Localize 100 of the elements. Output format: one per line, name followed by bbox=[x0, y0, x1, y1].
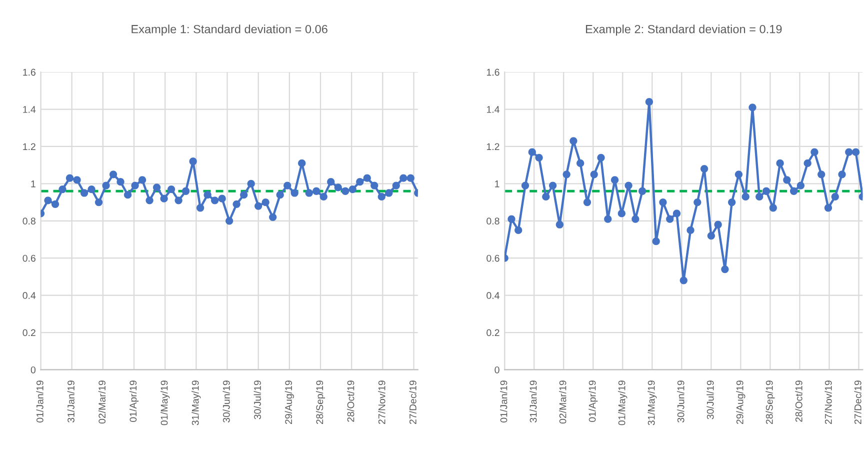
point bbox=[290, 189, 298, 197]
point bbox=[583, 198, 592, 206]
point bbox=[576, 159, 584, 168]
point bbox=[392, 182, 400, 190]
y-tick-label: 1 bbox=[31, 180, 36, 188]
point bbox=[284, 182, 292, 190]
x-tick-label: 01/Jan/19 bbox=[36, 380, 44, 422]
point bbox=[66, 174, 74, 182]
x-tick-label: 01/Apr/19 bbox=[588, 380, 598, 422]
point bbox=[852, 148, 860, 156]
point bbox=[734, 170, 743, 178]
x-tick-label: 01/May/19 bbox=[160, 380, 170, 426]
point bbox=[548, 182, 557, 190]
y-tick-label: 0.6 bbox=[486, 254, 500, 262]
point bbox=[320, 192, 328, 201]
point bbox=[818, 170, 826, 178]
point bbox=[632, 215, 640, 223]
point bbox=[378, 192, 386, 201]
point bbox=[838, 170, 846, 178]
x-tick-label: 28/Sep/19 bbox=[766, 380, 775, 424]
y-tick-label: 0.2 bbox=[486, 329, 500, 336]
x-tick-label: 30/Jul/19 bbox=[254, 380, 261, 420]
y-tick-label: 1.6 bbox=[486, 68, 500, 76]
x-tick-label: 29/Aug/19 bbox=[284, 380, 294, 424]
x-tick-label: 28/Oct/19 bbox=[795, 380, 802, 422]
point bbox=[666, 215, 674, 223]
point bbox=[748, 104, 756, 112]
y-tick-label: 0.8 bbox=[22, 218, 36, 225]
point bbox=[769, 204, 777, 212]
point bbox=[783, 176, 791, 184]
point bbox=[714, 220, 722, 228]
point bbox=[305, 189, 313, 197]
point bbox=[762, 187, 770, 195]
point bbox=[624, 182, 632, 190]
x-tick-label: 27/Dec/19 bbox=[854, 380, 862, 424]
point bbox=[356, 178, 364, 186]
point bbox=[700, 164, 708, 173]
point bbox=[604, 215, 612, 223]
x-tick-label: 31/Jan/19 bbox=[67, 380, 74, 422]
point bbox=[672, 210, 681, 218]
y-tick-label: 1.2 bbox=[486, 143, 500, 150]
point bbox=[728, 198, 736, 206]
point bbox=[182, 187, 190, 195]
point bbox=[254, 202, 262, 210]
point bbox=[562, 170, 570, 178]
point bbox=[514, 226, 522, 234]
point bbox=[124, 191, 132, 199]
x-tick-label: 28/Sep/19 bbox=[316, 380, 326, 424]
y-tick-label: 0 bbox=[30, 366, 36, 374]
point bbox=[590, 170, 598, 178]
point bbox=[276, 191, 284, 199]
y-tick-label: 0.8 bbox=[486, 218, 500, 225]
point bbox=[94, 198, 103, 206]
point bbox=[652, 238, 660, 246]
point bbox=[528, 148, 536, 156]
point bbox=[269, 213, 277, 221]
point bbox=[542, 192, 550, 201]
y-tick-label: 1.2 bbox=[23, 143, 36, 150]
x-tick-label: 01/May/19 bbox=[618, 380, 628, 426]
point bbox=[102, 182, 110, 190]
point bbox=[131, 182, 139, 190]
x-tick-label: 31/Jan/19 bbox=[530, 380, 537, 422]
point bbox=[152, 184, 161, 192]
x-tick-label: 02/Mar/19 bbox=[98, 380, 106, 424]
point bbox=[363, 174, 371, 182]
point bbox=[610, 176, 619, 184]
point bbox=[138, 176, 146, 184]
point bbox=[618, 210, 626, 218]
point bbox=[73, 176, 81, 184]
point bbox=[116, 178, 124, 186]
point bbox=[831, 192, 839, 201]
point bbox=[707, 232, 715, 240]
x-tick-label: 30/Jun/19 bbox=[222, 380, 230, 422]
point bbox=[196, 204, 204, 212]
point bbox=[370, 182, 378, 190]
point bbox=[218, 194, 226, 202]
y-tick-label: 0.4 bbox=[22, 292, 36, 299]
point bbox=[659, 198, 667, 206]
point bbox=[334, 184, 342, 192]
point bbox=[824, 204, 832, 212]
point bbox=[210, 196, 219, 204]
y-tick-label: 0.4 bbox=[486, 292, 500, 299]
point bbox=[385, 189, 393, 197]
point bbox=[686, 226, 694, 234]
y-tick-label: 0 bbox=[494, 366, 500, 374]
point bbox=[247, 180, 255, 188]
point bbox=[51, 200, 60, 208]
point bbox=[327, 178, 335, 186]
point bbox=[88, 185, 96, 194]
x-tick-label: 31/May/19 bbox=[648, 380, 657, 426]
point bbox=[167, 185, 176, 194]
point bbox=[204, 191, 212, 199]
point bbox=[521, 182, 530, 190]
point bbox=[570, 137, 578, 145]
point bbox=[146, 196, 154, 204]
x-tick-label: 02/Mar/19 bbox=[559, 380, 566, 424]
point bbox=[109, 170, 118, 178]
x-tick-label: 27/Dec/19 bbox=[409, 380, 416, 424]
x-tick-label: 01/Jan/19 bbox=[500, 380, 508, 422]
x-tick-label: 30/Jul/19 bbox=[706, 380, 714, 420]
